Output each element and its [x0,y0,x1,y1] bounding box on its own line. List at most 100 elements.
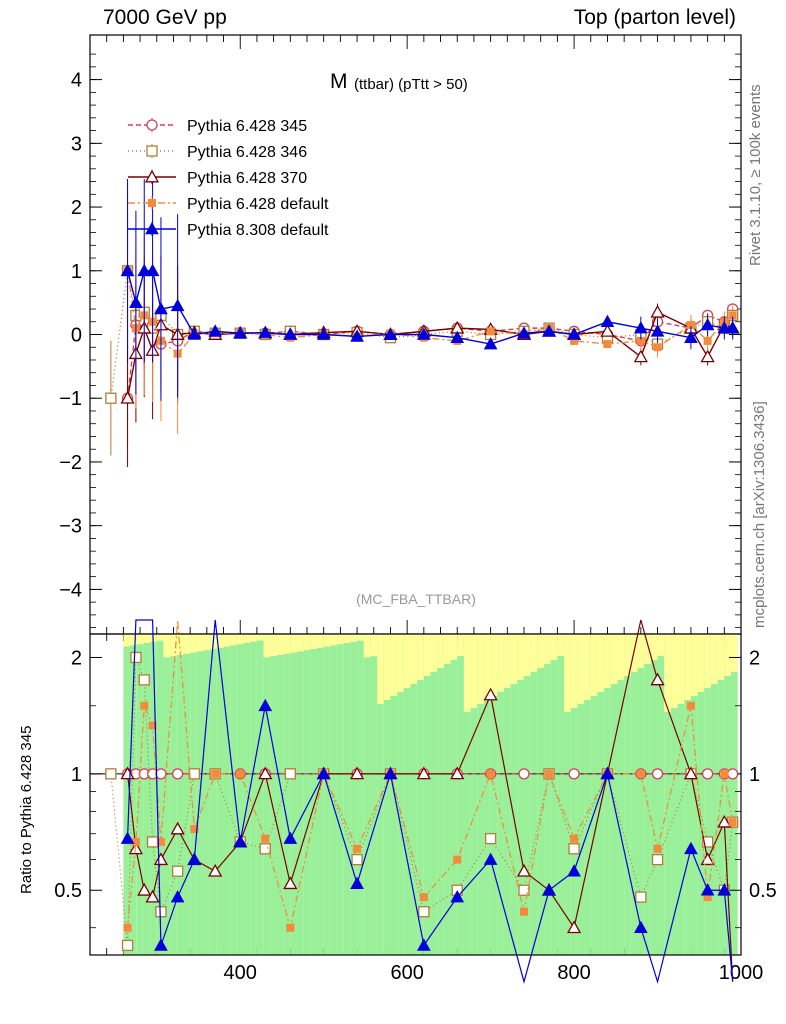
band-outer [196,634,204,652]
ratio-point [236,769,245,778]
band-inner [437,634,444,955]
band-outer [463,634,471,712]
ratio-point [120,831,135,844]
band-outer [550,634,558,660]
ratio-point [635,891,647,903]
ratio-point [416,938,431,951]
band-inner [223,634,231,955]
data-point [350,329,364,342]
band-inner [170,634,177,955]
band-inner [550,634,558,955]
x-tick-label: 1000 [719,962,764,984]
ratio-point [155,768,167,780]
band-outer [183,634,191,654]
band-outer [303,634,311,651]
y-tick-label: 1 [71,261,82,283]
band-outer [597,634,605,692]
band-inner [363,634,371,955]
ratio-point [383,766,398,780]
ratio-point [233,834,248,848]
band-inner [283,634,291,955]
band-inner [470,634,478,955]
band-inner [323,634,331,955]
ratio-point [190,825,199,834]
band-outer [584,634,591,700]
band-inner [256,634,264,955]
band-outer [377,634,384,704]
band-inner [690,634,698,955]
band-inner [337,634,344,955]
ratio-point [650,672,665,686]
x-tick-label: 600 [390,962,423,984]
data-point [137,263,152,277]
ratio-point [258,766,273,780]
band-inner [236,634,244,955]
band-inner [123,634,131,955]
band-outer [577,634,585,704]
band-outer [276,634,284,655]
band-outer [470,634,478,708]
band-inner [383,634,391,955]
band-outer [524,634,531,676]
band-inner [403,634,411,955]
band-inner [370,634,378,955]
ratio-point [148,721,157,730]
ratio-point [567,864,581,877]
data-point [653,343,662,352]
x-tick-label: 400 [224,962,257,984]
ratio-point [728,818,737,827]
ratio-point [316,766,331,780]
band-inner [410,634,418,955]
ratio-point [520,907,528,916]
band-outer [156,634,164,641]
band-outer [684,634,691,700]
band-inner [650,634,658,955]
band-outer [490,634,498,696]
ratio-point [121,939,134,952]
ratio-point [211,769,220,778]
band-outer [290,634,297,653]
band-inner [143,634,151,955]
band-inner [537,634,545,955]
band-outer [617,634,625,680]
band-inner [483,634,491,955]
legend-label: Pythia 6.428 346 [187,144,307,161]
band-inner [670,634,678,955]
ratio-point [283,876,298,890]
band-outer [176,634,184,655]
ratio-tick-label: 2 [71,647,82,669]
band-inner [677,634,685,955]
ratio-point [600,766,615,780]
y-tick-label: 2 [71,197,82,219]
band-outer [457,634,464,656]
ratio-point [131,837,140,846]
data-point [603,340,612,349]
legend-label: Pythia 6.428 345 [187,118,307,135]
ratio-point [146,836,159,848]
plot-title: M [330,70,348,93]
band-inner [450,634,458,955]
ratio-point [353,844,362,853]
band-outer [170,634,177,657]
band-inner [564,634,571,955]
y-tick-label: −4 [59,579,82,601]
band-inner [250,634,257,955]
band-inner [617,634,625,955]
data-point [283,327,298,340]
band-outer [403,634,411,688]
band-inner [150,634,157,955]
band-outer [243,634,251,643]
ratio-point [701,768,714,780]
band-inner [330,634,338,955]
band-outer [570,634,578,708]
band-outer [256,634,264,641]
band-outer [477,634,484,704]
band-outer [230,634,237,646]
band-outer [730,634,738,672]
ratio-point [570,834,579,843]
band-inner [156,634,164,955]
band-outer [503,634,511,688]
ratio-uncertainty-bands [123,634,738,955]
band-inner [343,634,351,955]
data-point [717,321,732,334]
